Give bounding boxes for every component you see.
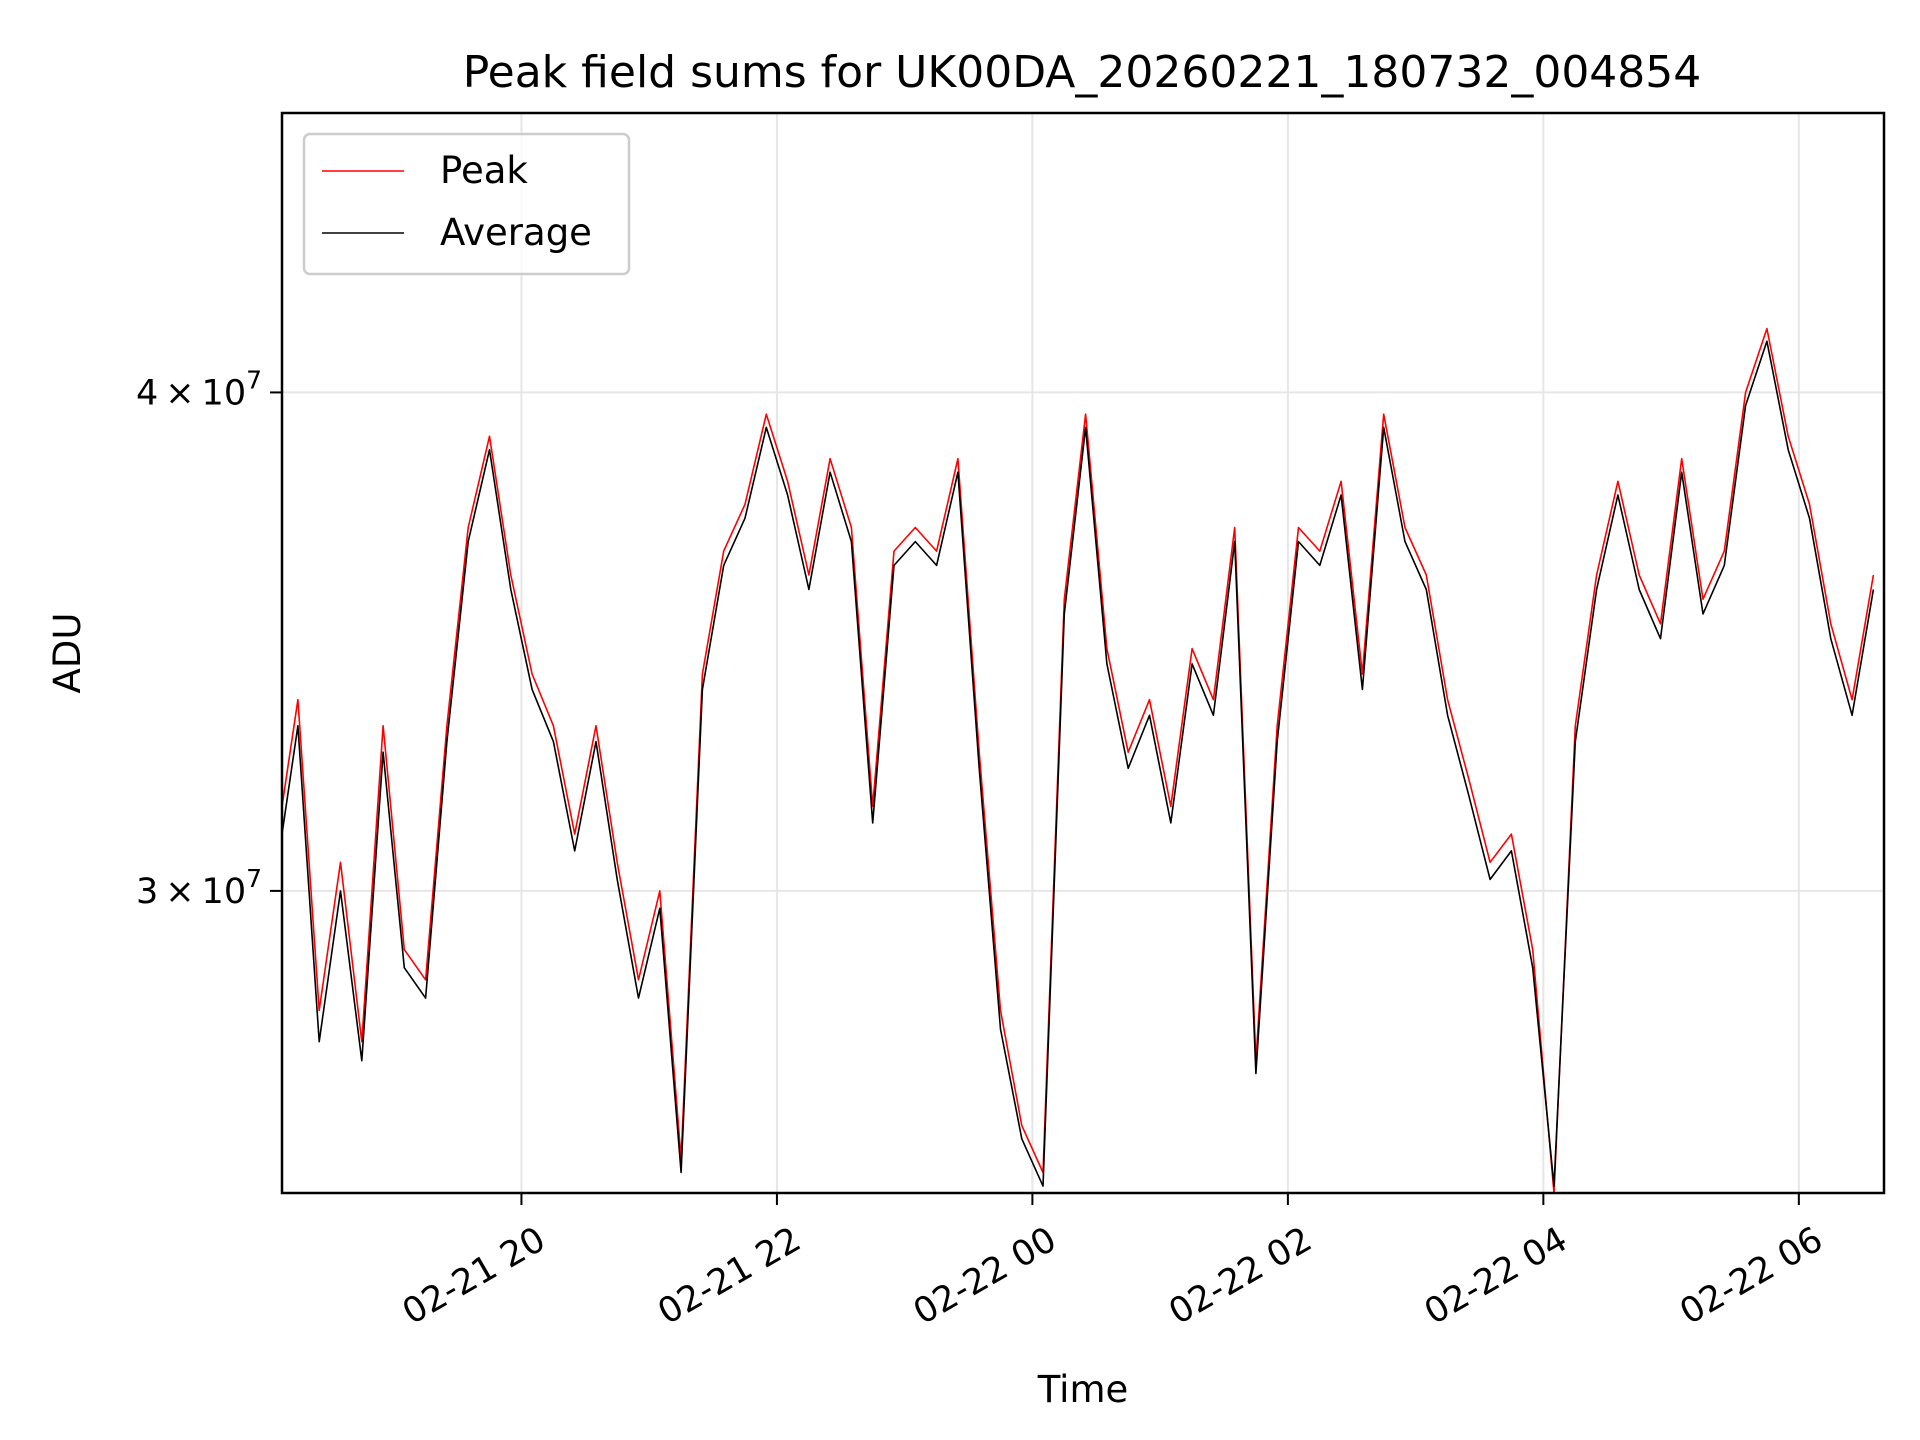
y-tick-exp: 7 <box>246 365 262 394</box>
grid-lines <box>282 113 1884 1193</box>
y-tick-times: × <box>165 373 194 413</box>
x-axis-label: Time <box>1037 1368 1129 1411</box>
chart-title: Peak field sums for UK00DA_20260221_1807… <box>463 47 1702 98</box>
series-line-average <box>281 340 1875 1187</box>
plot-frame <box>280 111 1886 1195</box>
y-axis-label: ADU <box>46 613 89 694</box>
series-line-peak <box>281 327 1875 1194</box>
y-tick-exp: 7 <box>246 864 262 893</box>
y-tick-mantissa: 4 <box>136 373 158 413</box>
y-tick-base: 10 <box>202 373 247 413</box>
y-tick-base: 10 <box>202 872 247 912</box>
y-tick-label: 4 × 107 <box>136 365 262 413</box>
legend-label-average: Average <box>440 211 592 254</box>
legend-box <box>302 132 631 276</box>
y-tick-times: × <box>165 872 194 912</box>
series-group <box>281 327 1875 1194</box>
legend-label-peak: Peak <box>440 149 528 192</box>
y-tick-mantissa: 3 <box>136 872 158 912</box>
y-tick-label: 3 × 107 <box>136 864 262 912</box>
legend: Peak Average <box>302 132 631 276</box>
